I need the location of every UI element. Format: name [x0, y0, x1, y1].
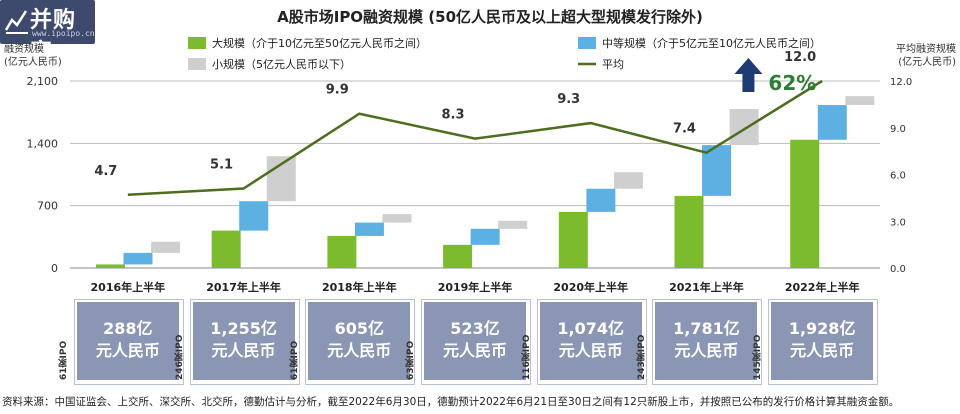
y-axis-label-left: (亿元人民币) — [4, 55, 62, 68]
y-tick-right: 3.0 — [890, 217, 906, 228]
summary-box: 288亿元人民币 — [76, 302, 179, 380]
bar-segment — [443, 244, 473, 268]
y-tick-right: 6.0 — [890, 171, 906, 182]
brand-logo: 并购家 www.ipoipo.cn — [0, 0, 95, 65]
y-tick-left: 1,400 — [27, 137, 59, 150]
bar-segment — [845, 96, 875, 106]
ipo-count-label: 61家IPO — [58, 340, 69, 380]
y-axis-label-right: 平均融资规模 — [896, 42, 956, 55]
x-tick-label: 2016年上半年 — [91, 280, 166, 294]
ipo-count-label: 116家IPO — [521, 334, 532, 380]
ipo-count-label: 61家IPO — [290, 340, 301, 380]
bar-segment — [327, 235, 357, 268]
summary-box: 1,074亿 元人民币 — [539, 302, 642, 380]
bar-segment — [354, 222, 384, 236]
line-data-label: 12.0 — [784, 50, 816, 65]
summary-box-frame — [536, 299, 647, 385]
x-tick-label: 2022年上半年 — [785, 280, 860, 294]
line-data-label: 9.3 — [557, 92, 580, 107]
line-data-label: 9.9 — [326, 83, 349, 98]
y-tick-right: 12.0 — [890, 77, 912, 88]
bar-segment — [123, 252, 153, 265]
summary-amount: 1,074亿 — [557, 319, 625, 338]
y-tick-left: 700 — [37, 200, 58, 213]
summary-amount: 1,781亿 — [673, 319, 740, 338]
summary-amount: 605亿 — [334, 319, 384, 338]
summary-box-frame — [768, 299, 879, 385]
ipo-count-label: 63家IPO — [406, 340, 416, 380]
summary-unit: 元人民币 — [558, 341, 623, 360]
legend-swatch — [188, 58, 206, 70]
x-tick-label: 2017年上半年 — [206, 280, 281, 294]
logo-subtext: www.ipoipo.cn — [32, 29, 95, 38]
average-line — [127, 79, 823, 197]
summary-unit: 元人民币 — [674, 341, 739, 360]
y-axis-label-right: (亿元人民币) — [898, 55, 956, 68]
chart-title: A股市场IPO融资规模 (50亿人民币及以上超大型规模发行除外) — [277, 8, 703, 26]
summary-amount: 523亿 — [450, 319, 500, 338]
bar-segment — [729, 109, 759, 146]
y-tick-right: 9.0 — [890, 124, 906, 135]
summary-box-frame — [73, 299, 184, 385]
summary-unit: 元人民币 — [327, 341, 392, 360]
x-tick-label: 2021年上半年 — [669, 280, 744, 294]
line-data-label: 5.1 — [210, 158, 233, 173]
summary-box: 523亿元人民币 — [424, 302, 526, 380]
y-tick-right: 0.0 — [890, 264, 906, 275]
bar-segment — [211, 230, 241, 268]
bar-segment — [470, 228, 500, 245]
line-data-label: 7.4 — [673, 122, 696, 137]
bar-segment — [558, 211, 588, 268]
line-data-label: 4.7 — [94, 164, 117, 179]
line-data-label: 8.3 — [441, 108, 464, 123]
bar-segment — [613, 172, 643, 189]
x-tick-label: 2018年上半年 — [322, 280, 397, 294]
bar-segment — [498, 220, 528, 229]
y-tick-left: 2,100 — [27, 75, 59, 88]
growth-percent: 62% — [768, 71, 816, 95]
summary-box: 1,781亿 元人民币 — [655, 302, 758, 380]
bar-segment — [382, 214, 412, 223]
legend-label: 平均 — [602, 58, 624, 71]
bar-segment — [586, 188, 616, 212]
ipo-count-label: 246家IPO — [174, 334, 185, 380]
bar-segment — [790, 139, 820, 268]
summary-unit: 元人民币 — [442, 341, 507, 360]
summary-unit: 元人民币 — [95, 341, 160, 360]
summary-box-frame — [421, 299, 531, 385]
summary-box-frame — [189, 299, 300, 385]
legend-label: 小规模（5亿元人民币以下） — [212, 57, 351, 71]
summary-amount: 1,255亿 — [210, 319, 277, 338]
summary-amount: 1,928亿 — [788, 319, 856, 338]
logo-text: 并购家 — [30, 8, 77, 65]
source-note: 资料来源：中国证监会、上交所、深交所、北交所，德勤估计与分析，截至2022年6月… — [2, 396, 900, 408]
summary-box-frame — [305, 299, 416, 385]
bar-segment — [817, 105, 847, 140]
bar-segment — [151, 241, 181, 253]
summary-box: 1,255亿 元人民币 — [192, 302, 295, 380]
y-tick-left: 0 — [51, 262, 58, 275]
legend-swatch — [578, 37, 596, 49]
ipo-count-label: 243家IPO — [637, 334, 648, 380]
ipo-count-label: 145家IPO — [753, 334, 764, 380]
arrow-up-icon — [734, 58, 763, 92]
x-tick-label: 2020年上半年 — [553, 280, 628, 294]
summary-amount: 288亿 — [103, 319, 153, 338]
legend-label: 中等规模（介于5亿元至10亿元人民币之间） — [602, 36, 821, 50]
legend-swatch — [188, 37, 206, 49]
bar-segment — [239, 201, 269, 231]
bar-segment — [95, 264, 125, 268]
summary-box: 1,928亿 元人民币 — [771, 302, 874, 380]
y-axis-label-left: 融资规模 — [4, 42, 44, 55]
bar-segment — [674, 195, 704, 268]
summary-unit: 元人民币 — [790, 341, 855, 360]
summary-box-frame — [652, 299, 763, 385]
summary-box: 605亿元人民币 — [308, 302, 411, 380]
summary-unit: 元人民币 — [211, 341, 276, 360]
legend-label: 大规模（介于10亿元至50亿元人民币之间） — [212, 36, 427, 50]
chart-logo-icon — [4, 10, 28, 34]
x-tick-label: 2019年上半年 — [438, 280, 513, 294]
